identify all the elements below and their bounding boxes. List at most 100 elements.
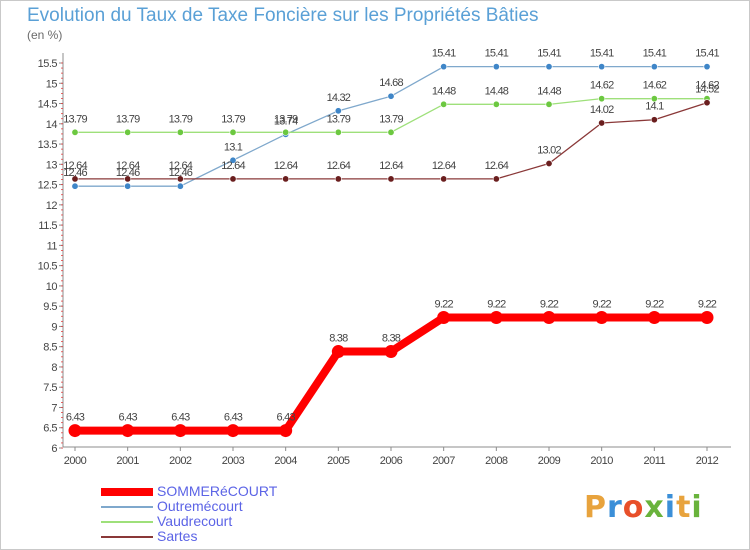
data-point xyxy=(545,160,553,168)
data-label: 12.64 xyxy=(63,160,87,172)
data-point xyxy=(440,63,448,71)
data-label: 12.64 xyxy=(169,160,193,172)
data-label: 8.38 xyxy=(329,333,348,345)
data-label: 12.64 xyxy=(379,160,403,172)
data-point xyxy=(650,116,658,124)
data-label: 6.43 xyxy=(119,412,138,424)
data-label: 14.48 xyxy=(537,85,561,97)
data-label: 14.32 xyxy=(327,92,351,104)
data-point xyxy=(598,119,606,127)
data-point xyxy=(387,92,395,100)
data-label: 15.41 xyxy=(432,48,456,60)
data-point xyxy=(229,175,237,183)
legend-label: Outremécourt xyxy=(157,498,243,514)
data-point xyxy=(598,63,606,71)
y-tick-label: 9 xyxy=(51,321,57,333)
data-point xyxy=(492,63,500,71)
data-label: 13.79 xyxy=(274,113,298,125)
line-chart: 6 6.5 7 7.5 8 8.5 9 9.5 10 10.5 11 11.5 12 12.5 13 13.5… xyxy=(38,48,731,467)
logo-letter: i xyxy=(691,490,703,525)
x-tick-label: 2012 xyxy=(696,455,719,467)
y-tick-label: 6.5 xyxy=(43,423,57,435)
x-tick-label: 2007 xyxy=(432,455,455,467)
data-label: 14.48 xyxy=(432,85,456,97)
data-label: 13.1 xyxy=(224,141,243,153)
data-point xyxy=(545,63,553,71)
legend-label: Sartes xyxy=(157,528,198,544)
data-label: 13.79 xyxy=(327,113,351,125)
x-tick-label: 2002 xyxy=(169,455,192,467)
data-point xyxy=(595,311,609,325)
data-point xyxy=(700,311,714,325)
logo-letter: x xyxy=(644,490,665,525)
data-label: 14.1 xyxy=(645,101,664,113)
y-tick-label: 7 xyxy=(51,402,57,414)
data-label: 12.46 xyxy=(63,167,87,179)
data-point xyxy=(173,424,187,438)
x-tick-label: 2003 xyxy=(222,455,245,467)
legend-label: Vaudrecourt xyxy=(157,513,233,529)
legend-label: SOMMERéCOURT xyxy=(157,483,278,499)
y-tick-label: 13.5 xyxy=(38,139,58,151)
data-point xyxy=(703,99,711,107)
x-tick-label: 2001 xyxy=(116,455,139,467)
data-label: 15.41 xyxy=(643,48,667,60)
y-tick-label: 15 xyxy=(46,78,58,90)
data-label: 12.64 xyxy=(485,160,509,172)
data-label: 12.64 xyxy=(432,160,456,172)
chart-title: Evolution du Taux de Taxe Foncière sur l… xyxy=(27,5,539,26)
y-tick-label: 11.5 xyxy=(38,220,57,232)
data-point xyxy=(124,128,132,136)
data-point xyxy=(229,156,237,164)
data-label: 13.79 xyxy=(221,113,245,125)
data-point xyxy=(387,175,395,183)
data-point xyxy=(334,175,342,183)
data-point xyxy=(71,128,79,136)
x-tick-label: 2011 xyxy=(644,455,666,467)
data-label: 12.46 xyxy=(116,167,140,179)
y-tick-label: 15.5 xyxy=(38,58,58,70)
x-tick-label: 2009 xyxy=(538,455,561,467)
y-tick-label: 8.5 xyxy=(43,342,57,354)
data-label: 14.52 xyxy=(695,84,719,96)
y-tick-label: 12 xyxy=(46,200,58,212)
data-point xyxy=(650,95,658,103)
data-label: 12.64 xyxy=(274,160,298,172)
legend-swatch xyxy=(101,488,153,496)
y-tick-label: 6 xyxy=(51,443,57,455)
data-label: 13.79 xyxy=(63,113,87,125)
data-label: 9.22 xyxy=(487,299,506,311)
x-tick-label: 2008 xyxy=(485,455,508,467)
data-point xyxy=(440,175,448,183)
data-label: 12.64 xyxy=(327,160,351,172)
data-point xyxy=(68,424,82,438)
y-tick-label: 13 xyxy=(46,159,58,171)
data-label: 12.64 xyxy=(221,160,245,172)
data-label: 6.43 xyxy=(224,412,243,424)
data-point xyxy=(282,128,290,136)
logo-letter: t xyxy=(676,490,692,525)
x-tick-label: 2010 xyxy=(590,455,613,467)
logo-letter: P xyxy=(584,490,607,525)
data-label: 14.02 xyxy=(590,104,614,116)
data-label: 14.68 xyxy=(379,77,403,89)
data-label: 6.43 xyxy=(66,412,85,424)
data-point xyxy=(492,175,500,183)
data-point xyxy=(229,128,237,136)
y-tick-label: 10.5 xyxy=(38,261,58,273)
y-tick-label: 8 xyxy=(51,362,57,374)
y-tick-label: 12.5 xyxy=(38,180,58,192)
data-label: 6.43 xyxy=(277,412,296,424)
data-point xyxy=(650,63,658,71)
y-tick-label: 14.5 xyxy=(38,99,58,111)
data-label: 15.41 xyxy=(485,48,509,60)
data-point xyxy=(542,311,556,325)
data-label: 14.62 xyxy=(590,80,614,92)
data-label: 9.22 xyxy=(593,299,612,311)
data-label: 9.22 xyxy=(435,299,454,311)
x-tick-label: 2005 xyxy=(327,455,350,467)
legend-swatch xyxy=(101,506,153,508)
data-label: 13.79 xyxy=(116,113,140,125)
data-label: 12.46 xyxy=(169,167,193,179)
